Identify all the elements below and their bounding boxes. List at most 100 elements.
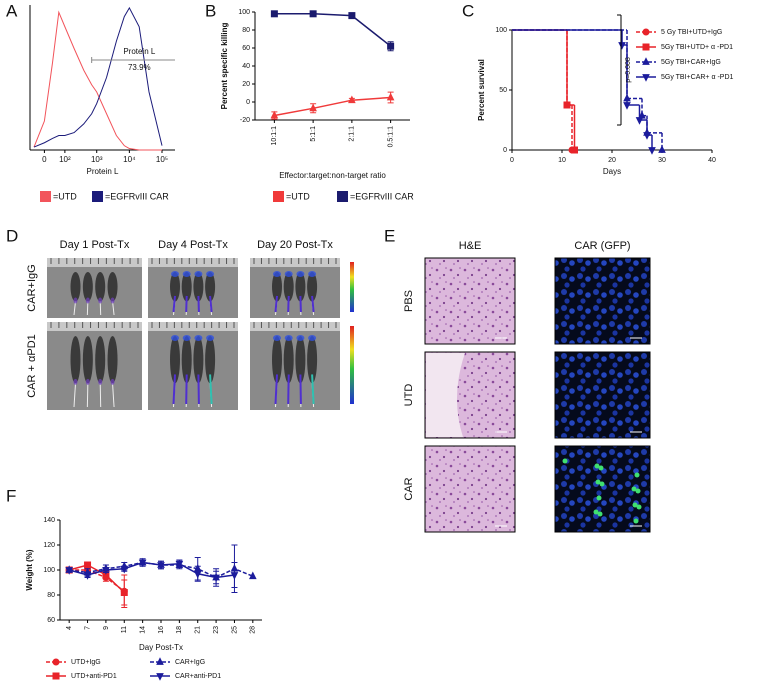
marker bbox=[138, 559, 147, 568]
row-label: CAR+IgG bbox=[26, 264, 38, 311]
y-tick-label: 50 bbox=[499, 87, 507, 94]
y-tick-label: 80 bbox=[242, 27, 250, 34]
marker bbox=[120, 589, 128, 596]
signal-tail bbox=[311, 295, 315, 313]
gfp-cell bbox=[594, 463, 600, 469]
legend-label: CAR+anti-PD1 bbox=[175, 673, 221, 680]
signal-tail bbox=[274, 374, 278, 405]
marker bbox=[249, 571, 257, 580]
series-line bbox=[68, 564, 125, 594]
x-tick-label: 23 bbox=[213, 626, 220, 634]
tissue-edge bbox=[426, 353, 465, 437]
signal-tail bbox=[185, 295, 188, 313]
mouse bbox=[295, 336, 306, 384]
signal bbox=[73, 297, 78, 304]
legend-label: =UTD bbox=[286, 191, 310, 201]
signal-tail bbox=[274, 295, 278, 313]
mouse bbox=[170, 336, 180, 384]
legend-swatch bbox=[337, 191, 348, 202]
signal-tail bbox=[172, 295, 176, 313]
mouse bbox=[295, 272, 306, 302]
x-tick-label: 28 bbox=[250, 626, 257, 634]
mouse bbox=[205, 336, 216, 384]
signal bbox=[171, 335, 179, 341]
gfp-image bbox=[554, 257, 651, 345]
mouse bbox=[82, 272, 93, 302]
gfp-cell bbox=[633, 518, 639, 524]
gfp-cell bbox=[631, 486, 637, 492]
marker bbox=[658, 145, 666, 153]
legend-swatch bbox=[273, 191, 284, 202]
row-label: CAR bbox=[403, 477, 415, 500]
x-tick-label: 20 bbox=[608, 157, 616, 164]
signal bbox=[206, 271, 215, 277]
ruler bbox=[250, 258, 340, 267]
marker bbox=[102, 567, 110, 575]
x-tick-label: 5:1:1 bbox=[310, 126, 317, 142]
mouse bbox=[107, 272, 118, 302]
marker bbox=[309, 103, 317, 112]
x-tick-label: 30 bbox=[658, 157, 666, 164]
marker bbox=[642, 57, 650, 65]
y-tick-label: 140 bbox=[43, 517, 55, 524]
signal bbox=[85, 297, 90, 304]
marker bbox=[571, 146, 578, 154]
x-tick-label: 14 bbox=[139, 626, 146, 634]
signal bbox=[182, 335, 191, 341]
x-tick-label: 9 bbox=[103, 626, 110, 630]
signal bbox=[182, 271, 191, 277]
ruler bbox=[148, 258, 238, 267]
marker bbox=[65, 567, 73, 575]
marker bbox=[309, 10, 317, 18]
signal bbox=[73, 378, 78, 385]
x-tick-label: 18 bbox=[176, 626, 183, 634]
y-tick-label: 40 bbox=[242, 63, 250, 70]
marker bbox=[193, 570, 202, 579]
x-tick-label: 10² bbox=[59, 155, 71, 164]
marker bbox=[156, 657, 164, 665]
panel-letter: F bbox=[6, 486, 16, 505]
ruler bbox=[148, 322, 238, 331]
marker bbox=[175, 560, 184, 569]
gfp-cell bbox=[595, 479, 601, 485]
y-tick-label: 100 bbox=[495, 27, 507, 34]
row-label: CAR + αPD1 bbox=[26, 334, 38, 398]
legend-label: =EGFRvIII CAR bbox=[105, 191, 169, 201]
image-background bbox=[148, 258, 238, 318]
colorbar bbox=[350, 262, 354, 312]
series-line bbox=[274, 13, 392, 47]
mouse bbox=[272, 272, 282, 302]
x-tick-label: 0 bbox=[42, 155, 47, 164]
legend-swatch bbox=[92, 191, 103, 202]
gfp-cell bbox=[593, 509, 599, 515]
signal bbox=[194, 335, 203, 341]
gfp-cell bbox=[634, 472, 640, 478]
series-line bbox=[274, 96, 391, 117]
legend-label: 5Gy TBI+CAR+ α -PD1 bbox=[661, 74, 733, 81]
marker bbox=[52, 658, 60, 666]
marker bbox=[83, 572, 92, 580]
marker bbox=[270, 110, 279, 119]
mouse-tail bbox=[73, 383, 76, 408]
image-background bbox=[47, 258, 142, 318]
mouse bbox=[272, 336, 282, 384]
signal bbox=[110, 297, 115, 304]
gfp-cell bbox=[598, 465, 604, 471]
ruler bbox=[47, 258, 142, 267]
panel-letter: C bbox=[462, 1, 474, 20]
row-label: UTD bbox=[403, 384, 415, 407]
y-tick-label: 80 bbox=[47, 592, 55, 599]
y-tick-label: 20 bbox=[242, 81, 250, 88]
series-line bbox=[33, 6, 163, 148]
x-tick-label: 10³ bbox=[91, 155, 103, 164]
marker bbox=[642, 28, 650, 36]
signal bbox=[194, 271, 203, 277]
row-label: PBS bbox=[403, 290, 415, 312]
mouse bbox=[193, 336, 204, 384]
x-tick-label: 16 bbox=[158, 626, 165, 634]
marker bbox=[52, 672, 60, 680]
signal-tail bbox=[209, 295, 213, 313]
image-background bbox=[250, 258, 340, 318]
signal-tail bbox=[287, 374, 290, 405]
